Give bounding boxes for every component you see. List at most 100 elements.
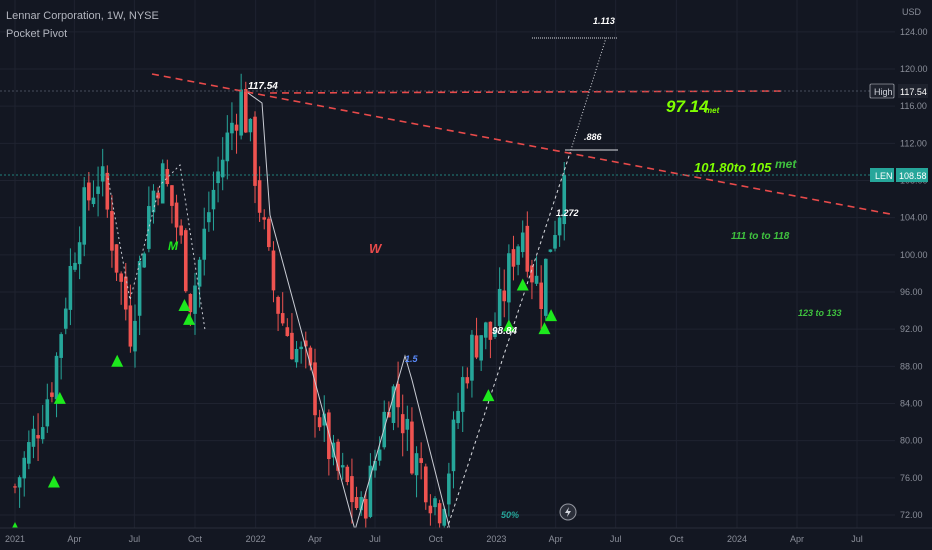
time-tick-label: 2024: [727, 534, 747, 544]
pct-50-label: 50%: [501, 510, 519, 520]
candle-body: [414, 453, 419, 476]
candle-body: [511, 249, 516, 267]
price-tick-label: 80.00: [900, 436, 923, 446]
candle-body: [276, 296, 280, 314]
candle-body: [451, 419, 456, 472]
high-tag-label: High: [874, 87, 893, 97]
candle-body: [543, 258, 548, 316]
candle-body: [147, 206, 151, 249]
pocket-pivot-triangle: [111, 354, 124, 367]
fib-extension-line: [444, 152, 571, 536]
pocket-pivot-triangle: [502, 319, 515, 332]
time-tick-label: Apr: [67, 534, 81, 544]
candle-body: [68, 265, 73, 310]
candle-body: [442, 508, 447, 526]
price-tick-label: 120.00: [900, 64, 928, 74]
candle-body: [336, 441, 340, 471]
pattern-m-label: M: [168, 239, 179, 253]
pocket-pivot-triangle: [482, 389, 495, 402]
candle-body: [188, 293, 193, 313]
high-tag-bg: [869, 83, 895, 99]
candle-body: [96, 186, 100, 194]
candle-body: [165, 169, 170, 185]
candle-body: [202, 228, 207, 260]
candle-body: [520, 232, 525, 253]
candle-body: [105, 172, 110, 210]
time-tick-label: Apr: [308, 534, 322, 544]
candle-body: [437, 503, 442, 524]
candle-body: [303, 340, 308, 347]
price-tick-label: 104.00: [900, 213, 928, 223]
candle-body: [170, 185, 174, 206]
candle-body: [548, 249, 553, 252]
time-tick-label: 2023: [486, 534, 506, 544]
fib-1272-label: 1.272: [556, 208, 579, 218]
fib-15-label: 1.5: [405, 354, 419, 364]
candle-body: [253, 116, 257, 186]
pocket-pivot-triangle: [538, 322, 551, 335]
candle-body: [530, 265, 534, 283]
time-tick-label: Apr: [549, 534, 563, 544]
candle-body: [243, 89, 248, 133]
m-pattern-zigzag: [107, 163, 206, 331]
candle-body: [151, 190, 156, 213]
lightning-icon[interactable]: [559, 503, 577, 521]
pattern-w-label: W: [369, 241, 383, 256]
price-tick-label: 84.00: [900, 399, 923, 409]
candle-body: [396, 383, 400, 408]
candle-body: [368, 465, 373, 517]
candle-body: [377, 449, 382, 461]
candlestick-series: [13, 73, 567, 542]
pocket-pivot-triangle: [178, 298, 191, 311]
candle-body: [119, 273, 123, 282]
time-tick-label: Jul: [610, 534, 622, 544]
time-tick-label: Apr: [790, 534, 804, 544]
candle-body: [299, 346, 303, 350]
candle-body: [483, 322, 488, 338]
high-value-bg: [898, 84, 928, 98]
candle-body: [17, 477, 22, 488]
candle-body: [100, 166, 105, 182]
candle-body: [50, 392, 54, 397]
candle-body: [142, 253, 147, 268]
price-axis-bg: [895, 0, 932, 550]
resistance-line-high: [269, 90, 786, 94]
candle-body: [110, 211, 114, 251]
last-tag-bg: [870, 168, 894, 182]
candle-body: [87, 182, 91, 201]
candle-body: [128, 305, 133, 347]
time-tick-label: Oct: [429, 534, 444, 544]
candle-body: [216, 171, 220, 184]
candle-body: [479, 335, 483, 361]
candle-body: [73, 262, 77, 270]
time-tick-label: Oct: [669, 534, 684, 544]
candle-body: [54, 355, 59, 400]
candle-body: [465, 377, 470, 384]
candle-body: [534, 275, 539, 284]
candle-body: [405, 418, 410, 430]
pocket-pivot-triangle: [53, 391, 66, 404]
price-tick-label: 96.00: [900, 287, 923, 297]
indicator-name[interactable]: Pocket Pivot: [6, 28, 68, 40]
candle-body: [525, 225, 530, 272]
price-tick-label: 88.00: [900, 361, 923, 371]
pocket-pivot-triangle: [183, 312, 196, 325]
candle-body: [156, 192, 160, 199]
time-tick-label: 2022: [246, 534, 266, 544]
price-tick-label: 100.00: [900, 250, 928, 260]
time-axis[interactable]: 2021 Apr Jul Oct 2022 Apr Jul Oct 2023 Apr Jul Oct 2…: [0, 527, 932, 550]
fib-1113-label: 1.113: [593, 16, 615, 26]
currency-label: USD: [902, 7, 922, 17]
candle-body: [322, 413, 327, 426]
candle-body: [22, 457, 27, 479]
pocket-pivot-triangle: [47, 475, 60, 488]
candle-body: [82, 187, 87, 245]
candle-body: [27, 442, 31, 464]
candle-body: [91, 197, 96, 205]
candle-body: [36, 435, 40, 439]
candle-body: [562, 175, 567, 225]
candle-body: [262, 217, 267, 220]
candle-body: [345, 466, 350, 483]
price-axis[interactable]: USD 72.00 76.00 80.00 84.00 88.00 92.00 96.00 10…: [895, 0, 932, 550]
